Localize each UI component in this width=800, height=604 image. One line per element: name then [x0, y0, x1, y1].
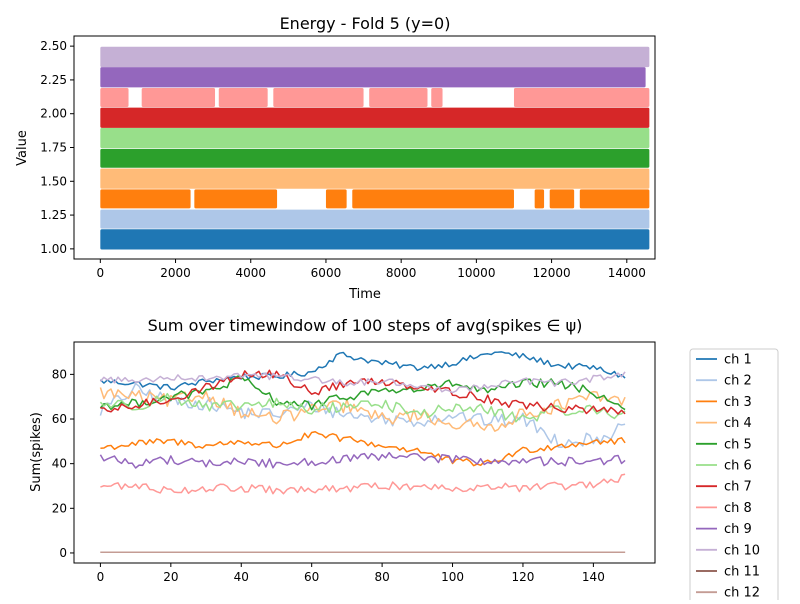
- spike-x-tick-label: 20: [163, 570, 178, 584]
- energy-band-6: [100, 127, 650, 149]
- spike-x-tick-label: 40: [234, 570, 249, 584]
- legend-label: ch 2: [724, 374, 752, 389]
- energy-y-tick-label: 1.75: [40, 141, 67, 155]
- series-line-ch-1: [99, 351, 626, 391]
- energy-band-2: [100, 209, 650, 229]
- energy-band-8-segment-1: [100, 88, 129, 107]
- energy-x-tick-label: 4000: [235, 266, 266, 280]
- legend-label: ch 11: [724, 565, 760, 580]
- spike-x-tick-label: 100: [441, 570, 464, 584]
- spike-sum-chart-y-axis: 0 20 40 60 80: [52, 367, 74, 560]
- legend-label: ch 3: [724, 395, 752, 410]
- energy-chart-x-axis: 0 2000 4000 6000 8000 10000 12000 14000: [97, 259, 646, 280]
- spike-x-tick-label: 60: [304, 570, 319, 584]
- spike-y-tick-label: 80: [52, 367, 67, 381]
- energy-x-tick-label: 12000: [532, 266, 570, 280]
- energy-band-1: [100, 229, 650, 250]
- energy-band-3-segment-7: [579, 189, 650, 209]
- spike-x-tick-label: 80: [374, 570, 389, 584]
- series-line-ch-6: [99, 392, 626, 423]
- energy-band-8: [100, 88, 650, 107]
- spike-y-tick-label: 0: [59, 546, 67, 560]
- legend-label: ch 10: [724, 543, 760, 558]
- energy-band-8-segment-6: [431, 88, 443, 107]
- spike-sum-chart-x-axis: 0 20 40 60 80 100 120 140: [97, 563, 605, 584]
- legend-label: ch 1: [724, 353, 752, 368]
- energy-band-10: [100, 46, 650, 68]
- energy-band-3-segment-3: [325, 189, 347, 209]
- legend-label: ch 6: [724, 459, 752, 474]
- energy-band-3-segment-4: [352, 189, 514, 209]
- energy-chart: Energy - Fold 5 (y=0) 0 2000 4000 6000 8000 1…: [15, 14, 656, 302]
- spike-sum-chart-y-label: Sum(spikes): [29, 412, 44, 492]
- legend-label: ch 7: [724, 480, 752, 495]
- legend-box: [689, 348, 779, 604]
- energy-x-tick-label: 0: [97, 266, 105, 280]
- series-line-ch-10: [99, 371, 626, 394]
- energy-y-tick-label: 2.25: [40, 73, 67, 87]
- energy-band-4: [100, 168, 650, 189]
- spike-sum-chart-legend: ch 1 ch 2 ch 3 ch 4 ch 5 ch 6 ch 7 ch 8 ch 9 ch 1…: [689, 348, 779, 604]
- energy-band-3-segment-6: [549, 189, 575, 209]
- energy-y-tick-label: 2.50: [40, 39, 67, 53]
- energy-band-3-segment-2: [194, 189, 278, 209]
- spike-x-tick-label: 140: [582, 570, 605, 584]
- legend-label: ch 9: [724, 522, 752, 537]
- energy-chart-y-axis: 1.00 1.25 1.50 1.75 2.00 2.25 2.50: [40, 39, 74, 256]
- series-line-ch-9: [99, 451, 626, 469]
- legend-label: ch 4: [724, 416, 752, 431]
- energy-band-5-segment-1: [100, 148, 650, 168]
- energy-band-10-segment-1: [100, 46, 650, 68]
- energy-y-tick-label: 2.00: [40, 107, 67, 121]
- energy-x-tick-label: 10000: [457, 266, 495, 280]
- energy-chart-y-label: Value: [15, 130, 30, 166]
- energy-band-4-segment-1: [100, 168, 650, 189]
- spike-sum-chart-title: Sum over timewindow of 100 steps of avg(…: [148, 316, 583, 335]
- spike-sum-chart: Sum over timewindow of 100 steps of avg(…: [29, 316, 779, 604]
- series-line-ch-8: [100, 473, 626, 495]
- spike-x-tick-label: 0: [97, 570, 105, 584]
- legend-label: ch 12: [724, 586, 760, 600]
- energy-band-6-segment-1: [100, 127, 650, 149]
- legend-label: ch 5: [724, 437, 752, 452]
- spike-sum-chart-plot-area: [99, 351, 626, 554]
- energy-y-tick-label: 1.50: [40, 174, 67, 188]
- spike-sum-chart-frame: [73, 341, 656, 564]
- energy-chart-x-label: Time: [348, 287, 381, 302]
- series-line-ch-2: [99, 382, 626, 448]
- energy-band-8-segment-5: [369, 88, 428, 107]
- spike-y-tick-label: 20: [52, 501, 67, 515]
- energy-band-3: [100, 189, 650, 209]
- energy-band-7: [100, 107, 650, 128]
- energy-band-9: [100, 67, 646, 88]
- energy-band-8-segment-2: [141, 88, 216, 107]
- series-line-ch-3: [100, 431, 626, 467]
- energy-band-3-segment-1: [100, 189, 191, 209]
- energy-x-tick-label: 6000: [311, 266, 342, 280]
- spike-x-tick-label: 120: [512, 570, 535, 584]
- legend-label: ch 8: [724, 501, 752, 516]
- energy-band-9-segment-1: [100, 67, 646, 88]
- energy-band-5: [100, 148, 650, 168]
- energy-x-tick-label: 8000: [386, 266, 417, 280]
- series-line-ch-7: [100, 369, 626, 415]
- energy-band-2-segment-1: [100, 209, 650, 229]
- energy-x-tick-label: 2000: [160, 266, 191, 280]
- energy-chart-plot-area: [100, 46, 650, 250]
- energy-x-tick-label: 14000: [608, 266, 646, 280]
- energy-band-8-segment-7: [513, 88, 650, 107]
- energy-band-1-segment-1: [100, 229, 650, 250]
- spike-y-tick-label: 40: [52, 457, 67, 471]
- series-line-ch-5: [99, 375, 626, 411]
- energy-band-3-segment-5: [534, 189, 545, 209]
- energy-y-tick-label: 1.00: [40, 242, 67, 256]
- energy-y-tick-label: 1.25: [40, 208, 67, 222]
- energy-band-8-segment-4: [273, 88, 364, 107]
- energy-chart-title: Energy - Fold 5 (y=0): [280, 14, 451, 33]
- energy-band-8-segment-3: [218, 88, 268, 107]
- energy-band-7-segment-1: [100, 107, 650, 128]
- spike-y-tick-label: 60: [52, 412, 67, 426]
